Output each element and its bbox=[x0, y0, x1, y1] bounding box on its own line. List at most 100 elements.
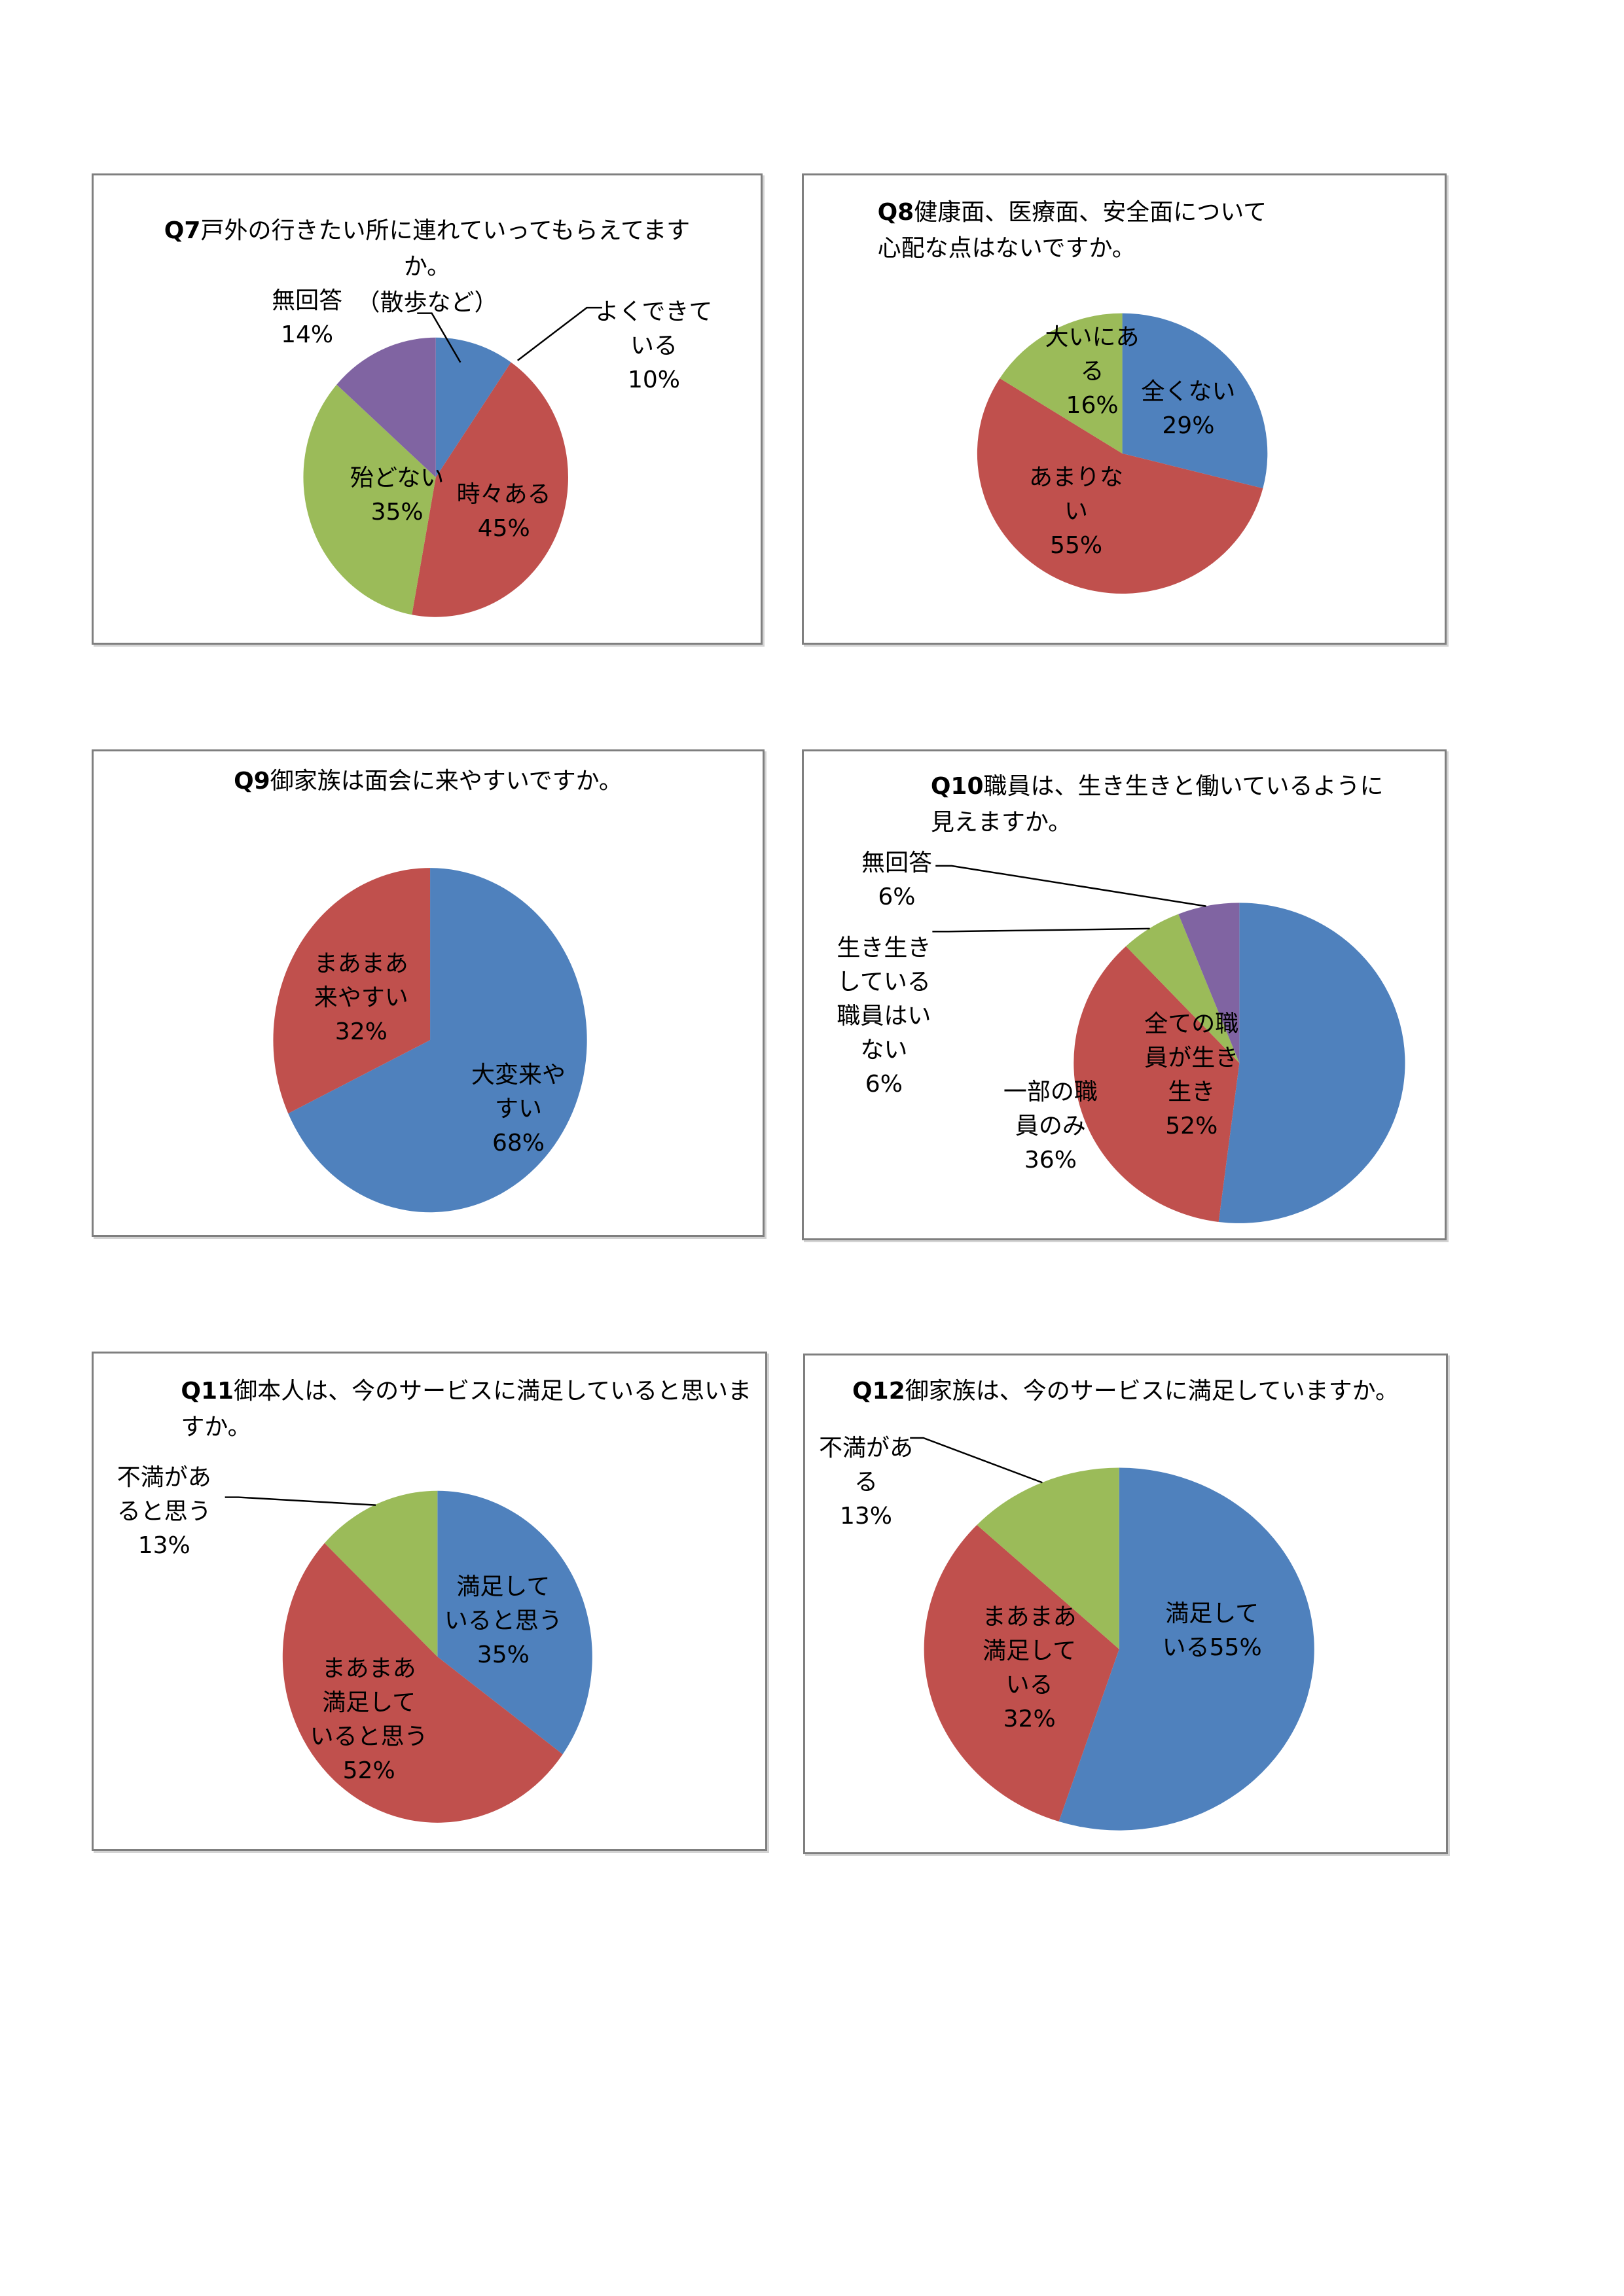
chart-title-line: 見えますか。 bbox=[930, 809, 1072, 836]
pie-data-label: 一部の職 員のみ 36% bbox=[1003, 1075, 1098, 1177]
pie-slice-3 bbox=[1178, 903, 1240, 1064]
pie-data-label: よくできて いる 10% bbox=[595, 295, 712, 397]
pie-data-label-line: 満足して bbox=[983, 1638, 1077, 1665]
pie-data-label-line: 一部の職 bbox=[1003, 1078, 1098, 1105]
pie-data-label-line: 大いにあ bbox=[1045, 323, 1140, 351]
pie-slice-1 bbox=[273, 868, 431, 1114]
pie-data-label-line: 32% bbox=[334, 1018, 388, 1045]
pie-data-label-line: 不満があ bbox=[117, 1464, 211, 1492]
pie-data-label: 時々ある 45% bbox=[457, 478, 551, 546]
pie-data-label-line: いる bbox=[630, 332, 677, 359]
pie-data-label-line: まあまあ bbox=[982, 1604, 1077, 1631]
pie-data-label-line: 生き生き bbox=[837, 935, 931, 962]
chart-title: Q10職員は、生き生きと働いているように 見えますか。 bbox=[931, 768, 1384, 840]
pie-chart bbox=[932, 865, 1405, 1223]
pie-data-label: まあまあ満足していると思う 52% bbox=[310, 1652, 428, 1788]
pie-data-label-line: 員のみ bbox=[1015, 1112, 1086, 1139]
chart-title-line: Q10職員は、生き生きと働いているように bbox=[930, 773, 1384, 800]
pie-data-label-line: 全くない bbox=[1141, 378, 1236, 405]
pie-data-label-line: 員が生き bbox=[1144, 1044, 1239, 1071]
pie-chart bbox=[910, 1437, 1314, 1831]
pie-data-label-line: 不満があ bbox=[818, 1434, 914, 1462]
pie-chart bbox=[977, 313, 1268, 594]
question-number: Q7 bbox=[164, 217, 201, 245]
leader-line bbox=[225, 1496, 376, 1506]
pie-slice-2 bbox=[977, 1467, 1119, 1649]
pie-data-label: 殆どない 35% bbox=[350, 461, 444, 529]
leader-line bbox=[417, 312, 461, 363]
pie-data-label-line: 時々ある bbox=[456, 481, 551, 509]
pie-data-label-line: 29% bbox=[1162, 412, 1215, 439]
pie-data-label-line: いると思う bbox=[310, 1723, 428, 1751]
leader-line bbox=[935, 865, 1206, 907]
pie-data-label: 満足していると思う 35% bbox=[444, 1570, 562, 1672]
pie-data-label-line: あまりな bbox=[1029, 464, 1124, 492]
pie-data-label-line: 殆どない bbox=[350, 465, 444, 492]
pie-data-label: まあまあ 来やすい 32% bbox=[314, 947, 408, 1049]
pie-data-label-line: 満足して bbox=[456, 1573, 550, 1600]
pie-data-label-line: 55% bbox=[1050, 532, 1103, 560]
pie-slice-0 bbox=[1058, 1467, 1314, 1831]
leader-line bbox=[516, 306, 602, 361]
pie-data-label-line: 全ての職 bbox=[1144, 1010, 1239, 1037]
pie-data-label: 無回答 14% bbox=[272, 284, 342, 352]
pie-slice-0 bbox=[435, 337, 511, 478]
question-number: Q12 bbox=[852, 1377, 905, 1405]
pie-slice-1 bbox=[924, 1524, 1119, 1822]
pie-chart bbox=[303, 306, 602, 617]
pie-slice-0 bbox=[1122, 313, 1268, 489]
pie-chart bbox=[225, 1490, 592, 1823]
pie-data-label-line: まあまあ bbox=[321, 1655, 416, 1683]
pie-data-label-line: 45% bbox=[477, 515, 530, 543]
pie-data-label-line: 満足して bbox=[322, 1689, 416, 1717]
chart-title-line: Q11御本人は、今のサービスに満足していると思いま bbox=[181, 1378, 751, 1405]
chart-title-line: （散歩など） bbox=[356, 289, 498, 317]
chart-panel-q12: Q12御家族は、今のサービスに満足していますか。 不満がある 13% 満足して いる5… bbox=[803, 1354, 1448, 1854]
chart-title-line: Q8健康面、医療面、安全面について bbox=[877, 198, 1267, 226]
pie-data-label: 無回答 6% bbox=[861, 846, 932, 914]
chart-title: Q7戸外の行きたい所に連れていってもらえてます か。 （散歩など） bbox=[94, 213, 761, 321]
chart-title-line: Q7戸外の行きたい所に連れていってもらえてます bbox=[164, 217, 691, 245]
pie-data-label: 大いにある 16% bbox=[1045, 321, 1140, 423]
pie-data-label-line: 16% bbox=[1066, 391, 1119, 419]
chart-title-line: 心配な点はないですか。 bbox=[877, 234, 1136, 262]
pie-data-label-line: いる bbox=[1005, 1672, 1053, 1699]
pie-data-label: 不満がある 13% bbox=[819, 1431, 913, 1534]
chart-title: Q12御家族は、今のサービスに満足していますか。 bbox=[805, 1373, 1446, 1409]
chart-panel-q8: Q8健康面、医療面、安全面について 心配な点はないですか。 大いにある 16% 全くな… bbox=[802, 173, 1447, 645]
chart-title: Q9御家族は面会に来やすいですか。 bbox=[94, 763, 763, 799]
pie-slice-1 bbox=[412, 362, 568, 617]
question-number: Q9 bbox=[234, 768, 270, 795]
pie-slice-0 bbox=[288, 868, 587, 1213]
pie-slice-2 bbox=[303, 384, 436, 615]
leader-line bbox=[910, 1437, 1043, 1484]
pie-slice-3 bbox=[336, 337, 436, 478]
pie-data-label-line: 大変来や bbox=[471, 1061, 566, 1088]
pie-data-label-line: すい bbox=[494, 1095, 542, 1122]
chart-title-line: Q12御家族は、今のサービスに満足していますか。 bbox=[852, 1377, 1399, 1405]
pie-data-label: 満足して いる55% bbox=[1163, 1597, 1262, 1665]
question-number: Q11 bbox=[181, 1378, 234, 1405]
pie-data-label-line: 6% bbox=[878, 884, 916, 911]
chart-title-line: Q9御家族は面会に来やすいですか。 bbox=[234, 768, 623, 795]
pie-data-label: 生き生き している 職員はい ない 6% bbox=[837, 931, 931, 1102]
pie-slice-1 bbox=[282, 1543, 563, 1823]
pie-data-label-line: 13% bbox=[839, 1502, 893, 1530]
pie-data-label: 大変来や すい 68% bbox=[471, 1058, 566, 1160]
chart-panel-q9: Q9御家族は面会に来やすいですか。 まあまあ 来やすい 32% 大変来や すい 68% bbox=[92, 749, 765, 1237]
pie-data-label-line: 無回答 bbox=[861, 850, 932, 877]
pie-data-label-line: いると思う bbox=[444, 1607, 562, 1634]
pie-data-label-line: ない bbox=[860, 1037, 908, 1064]
pie-data-label-line: 職員はい bbox=[837, 1003, 931, 1030]
chart-title-line: すか。 bbox=[181, 1414, 251, 1441]
pie-data-label-line: いる55% bbox=[1162, 1634, 1262, 1662]
pie-data-label-line: 32% bbox=[1003, 1706, 1056, 1733]
pie-data-label-line: まあまあ bbox=[314, 950, 408, 977]
pie-data-label-line: 無回答 bbox=[272, 287, 343, 314]
pie-data-label-line: 35% bbox=[477, 1641, 530, 1668]
chart-title: Q11御本人は、今のサービスに満足していると思いま すか。 bbox=[181, 1373, 751, 1445]
pie-data-label-line: 52% bbox=[342, 1757, 395, 1785]
pie-slice-0 bbox=[1218, 903, 1405, 1223]
pie-data-label-line: 生き bbox=[1168, 1078, 1216, 1105]
